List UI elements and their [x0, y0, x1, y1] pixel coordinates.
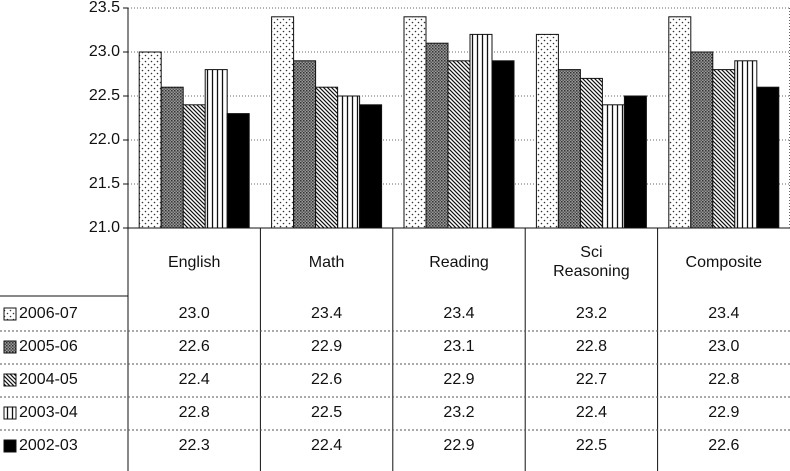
- bar: [337, 95, 361, 229]
- value-label: 23.1: [443, 338, 474, 355]
- bar: [491, 60, 515, 229]
- legend-key: [3, 439, 17, 453]
- bar: [623, 95, 647, 229]
- value-label: 23.2: [443, 404, 474, 421]
- category-cell: English: [167, 253, 221, 271]
- bar: [293, 60, 317, 229]
- bar: [271, 16, 295, 229]
- y-tick-label: 21.5: [89, 175, 120, 192]
- y-tick-label: 23.5: [89, 0, 120, 16]
- y-tick-label: 22.5: [89, 87, 120, 104]
- x-tick-label: Math: [308, 253, 345, 271]
- value-label: 23.2: [576, 305, 607, 322]
- value-label: 22.9: [443, 371, 474, 388]
- value-label: 22.4: [576, 404, 607, 421]
- x-tick-label: Sci Reasoning: [553, 244, 630, 280]
- x-tick-label: Composite: [685, 253, 763, 271]
- legend-key: [3, 307, 17, 321]
- bar: [579, 77, 603, 229]
- bar: [601, 104, 625, 229]
- bar: [359, 104, 383, 229]
- bar: [447, 60, 471, 229]
- bar: [535, 33, 559, 229]
- value-label: 22.4: [311, 437, 342, 454]
- value-label: 22.6: [311, 371, 342, 388]
- legend-key: [3, 340, 17, 354]
- bar: [469, 33, 493, 229]
- value-label: 23.0: [179, 305, 210, 322]
- value-label: 22.8: [708, 371, 739, 388]
- legend-key: [3, 406, 17, 420]
- value-label: 22.3: [179, 437, 210, 454]
- legend-label: 2005-06: [19, 338, 78, 355]
- value-label: 22.9: [443, 437, 474, 454]
- value-label: 22.7: [576, 371, 607, 388]
- value-label: 23.4: [708, 305, 739, 322]
- y-tick-label: 23.0: [89, 43, 120, 60]
- bar: [712, 69, 736, 229]
- legend-label: 2003-04: [19, 404, 78, 421]
- value-label: 22.5: [576, 437, 607, 454]
- bar: [204, 69, 228, 229]
- category-cell: Reading: [429, 253, 489, 271]
- value-label: 23.4: [311, 305, 342, 322]
- bar: [182, 104, 206, 229]
- bar: [756, 86, 780, 229]
- bar: [557, 69, 581, 229]
- bar: [226, 113, 250, 229]
- bar: [160, 86, 184, 229]
- value-label: 22.4: [179, 371, 210, 388]
- bar: [403, 16, 427, 229]
- bar: [138, 51, 162, 229]
- y-tick-label: 22.0: [89, 131, 120, 148]
- bar: [668, 16, 692, 229]
- category-cell: Sci Reasoning: [553, 244, 630, 280]
- legend-label: 2004-05: [19, 371, 78, 388]
- value-label: 23.0: [708, 338, 739, 355]
- value-label: 23.4: [443, 305, 474, 322]
- bar: [734, 60, 758, 229]
- y-tick-label: 21.0: [89, 219, 120, 236]
- value-label: 22.8: [179, 404, 210, 421]
- x-tick-label: English: [167, 253, 221, 271]
- category-cell: Math: [308, 253, 345, 271]
- bar: [315, 86, 339, 229]
- legend-label: 2006-07: [19, 305, 78, 322]
- value-label: 22.9: [311, 338, 342, 355]
- legend-key: [3, 373, 17, 387]
- value-label: 22.5: [311, 404, 342, 421]
- value-label: 22.9: [708, 404, 739, 421]
- category-cell: Composite: [685, 253, 763, 271]
- bar: [690, 51, 714, 229]
- legend-label: 2002-03: [19, 437, 78, 454]
- bar: [425, 42, 449, 229]
- value-label: 22.6: [708, 437, 739, 454]
- x-tick-label: Reading: [429, 253, 489, 271]
- value-label: 22.6: [179, 338, 210, 355]
- value-label: 22.8: [576, 338, 607, 355]
